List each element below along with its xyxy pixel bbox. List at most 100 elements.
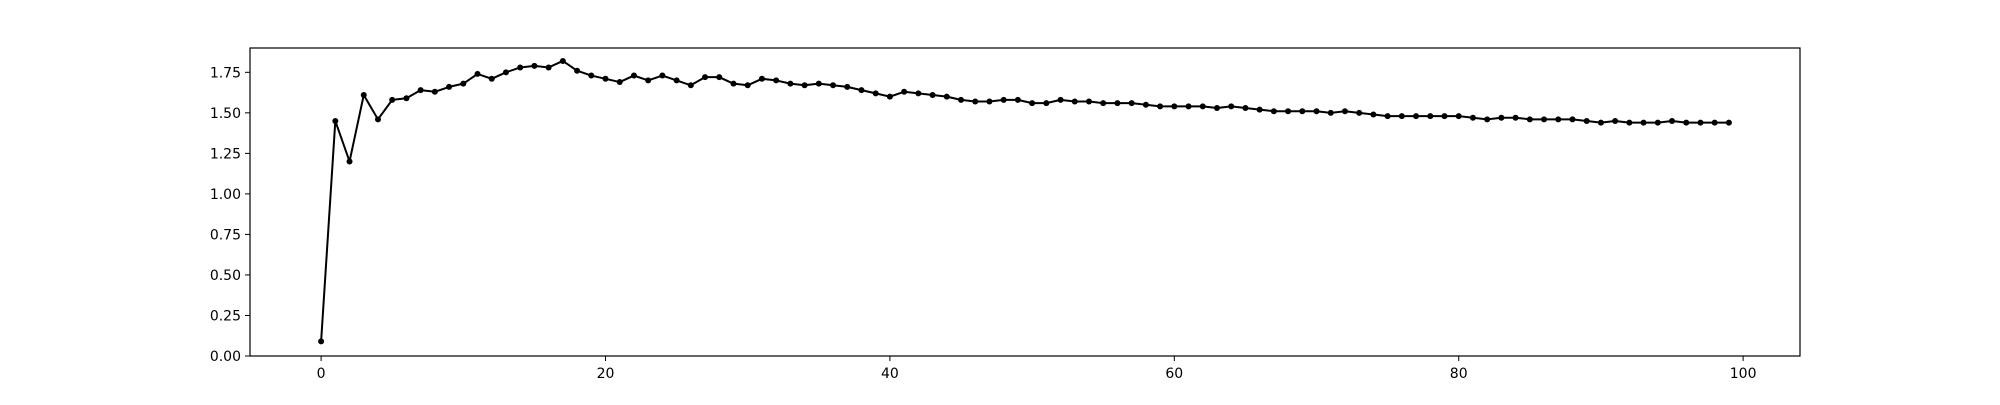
- data-point: [716, 74, 723, 81]
- data-point: [403, 95, 410, 102]
- plot-frame: [249, 47, 1801, 357]
- data-point: [1526, 116, 1533, 123]
- data-point: [972, 98, 979, 105]
- data-point: [318, 338, 325, 345]
- data-point: [616, 79, 623, 86]
- x-tick-label: 100: [1730, 366, 1757, 382]
- data-point: [1683, 119, 1690, 126]
- data-point: [1612, 117, 1619, 124]
- data-point: [1413, 113, 1420, 120]
- data-point: [702, 74, 709, 81]
- data-point: [1469, 114, 1476, 121]
- data-point: [1626, 119, 1633, 126]
- data-point: [958, 96, 965, 103]
- data-point: [673, 77, 680, 84]
- data-point: [1597, 119, 1604, 126]
- data-point: [1157, 103, 1164, 110]
- data-point: [901, 88, 908, 95]
- data-point: [1498, 114, 1505, 121]
- data-point: [1640, 119, 1647, 126]
- data-point: [1256, 106, 1263, 113]
- data-point: [360, 92, 367, 99]
- data-point: [687, 82, 694, 89]
- data-point: [929, 92, 936, 99]
- data-point: [758, 75, 765, 82]
- y-tick-label: 1.00: [210, 187, 241, 203]
- data-point: [943, 93, 950, 100]
- plot-marks: [318, 57, 1732, 345]
- data-point: [374, 116, 381, 123]
- data-point: [1583, 117, 1590, 124]
- data-point: [559, 57, 566, 64]
- data-point: [659, 72, 666, 79]
- data-point: [1199, 103, 1206, 110]
- y-tick-label: 0.50: [210, 268, 241, 284]
- data-point: [801, 82, 808, 89]
- data-point: [1171, 103, 1178, 110]
- y-tick-label: 0.75: [210, 227, 241, 243]
- data-point: [858, 87, 865, 94]
- data-point: [1370, 111, 1377, 118]
- data-point: [1725, 119, 1732, 126]
- data-point: [1228, 103, 1235, 110]
- data-point: [602, 75, 609, 82]
- data-point: [830, 82, 837, 89]
- data-point: [744, 82, 751, 89]
- data-point: [1541, 116, 1548, 123]
- data-point: [574, 67, 581, 74]
- data-point: [1313, 108, 1320, 115]
- data-point: [1569, 116, 1576, 123]
- data-point: [815, 80, 822, 87]
- data-point: [531, 62, 538, 69]
- data-point: [1512, 114, 1519, 121]
- data-point: [630, 72, 637, 79]
- data-point: [1669, 117, 1676, 124]
- data-point: [1384, 113, 1391, 120]
- x-tick-label: 40: [881, 366, 899, 382]
- data-point: [1299, 108, 1306, 115]
- data-point: [460, 80, 467, 87]
- data-point: [986, 98, 993, 105]
- y-tick-label: 0.00: [210, 349, 241, 365]
- data-point: [1213, 104, 1220, 111]
- data-point: [1285, 108, 1292, 115]
- series-line: [320, 59, 1729, 342]
- data-point: [1000, 96, 1007, 103]
- x-tick-label: 60: [1165, 366, 1183, 382]
- data-point: [1441, 113, 1448, 120]
- data-point: [346, 158, 353, 165]
- data-point: [645, 77, 652, 84]
- data-point: [1484, 116, 1491, 123]
- data-point: [1711, 119, 1718, 126]
- data-point: [1356, 109, 1363, 116]
- data-point: [1242, 104, 1249, 111]
- data-point: [474, 70, 481, 77]
- data-point: [844, 83, 851, 90]
- y-tick-label: 1.75: [210, 65, 241, 81]
- x-axis: 0 20 40 60 80 100: [317, 356, 1757, 382]
- data-point: [787, 80, 794, 87]
- data-point: [886, 93, 893, 100]
- data-point: [1085, 98, 1092, 105]
- x-tick-label: 0: [317, 366, 326, 382]
- data-point: [1455, 113, 1462, 120]
- data-point: [588, 72, 595, 79]
- data-point: [1398, 113, 1405, 120]
- data-point: [1697, 119, 1704, 126]
- data-point: [431, 88, 438, 95]
- data-point: [517, 64, 524, 71]
- data-point: [1114, 100, 1121, 107]
- data-point: [1142, 101, 1149, 108]
- data-point: [1071, 98, 1078, 105]
- y-tick-label: 0.25: [210, 308, 241, 324]
- data-point: [332, 117, 339, 124]
- data-point: [1043, 100, 1050, 107]
- data-point: [488, 75, 495, 82]
- data-point: [730, 80, 737, 87]
- data-point: [1341, 108, 1348, 115]
- data-point: [417, 87, 424, 94]
- data-point: [545, 64, 552, 71]
- data-point: [1128, 100, 1135, 107]
